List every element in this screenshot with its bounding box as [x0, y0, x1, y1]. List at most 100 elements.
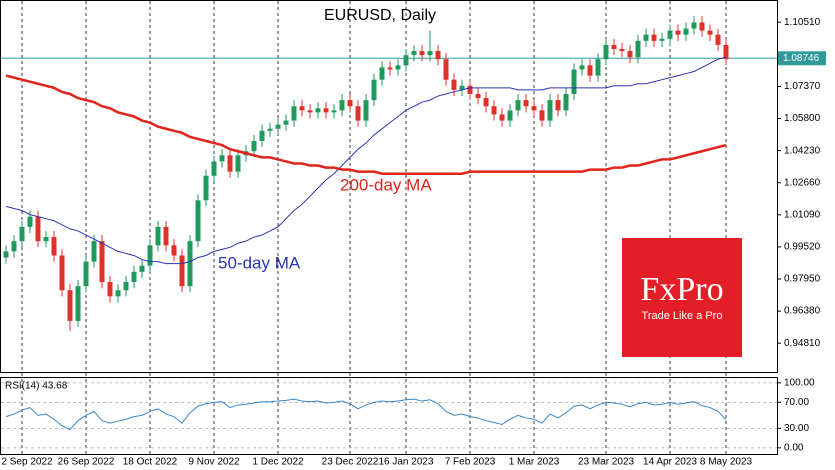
- rsi-line: [5, 398, 727, 431]
- candle-body: [595, 59, 601, 76]
- candle-body: [387, 67, 393, 70]
- y-tick-label: 1.07370: [784, 81, 821, 92]
- candle-body: [427, 51, 433, 56]
- x-tick-label: 23 Mar 2023: [578, 457, 635, 468]
- price-panel: [0, 0, 778, 373]
- candle-body: [67, 290, 73, 321]
- candle-body: [403, 55, 409, 66]
- x-tick-label: 9 Nov 2022: [188, 457, 240, 468]
- series-label: 50-day MA: [218, 253, 301, 272]
- candle-body: [651, 34, 657, 41]
- moving-average: [5, 56, 727, 265]
- candle-body: [491, 106, 497, 115]
- candle-body: [187, 241, 193, 287]
- candle-body: [371, 79, 377, 101]
- candle-body: [211, 161, 217, 176]
- y-tick-label: 1.02660: [784, 177, 821, 188]
- candle-body: [483, 98, 489, 107]
- candle-body: [411, 51, 417, 56]
- candle-body: [51, 237, 57, 256]
- candle-body: [267, 128, 273, 131]
- candle-body: [715, 34, 721, 45]
- candle-body: [339, 100, 345, 111]
- candle-body: [683, 28, 689, 35]
- candle-body: [203, 175, 209, 201]
- candle-body: [523, 100, 529, 107]
- candle-body: [571, 69, 577, 94]
- candle-body: [563, 93, 569, 111]
- candle-body: [355, 106, 361, 121]
- candle-body: [619, 49, 625, 52]
- candle-body: [299, 106, 305, 111]
- y-tick-label: 0.97950: [784, 274, 821, 285]
- candle-body: [19, 226, 25, 242]
- candle-body: [59, 255, 65, 291]
- candle-body: [315, 108, 321, 113]
- y-tick-label: 1.04230: [784, 145, 821, 156]
- x-tick-label: 18 Oct 2022: [123, 457, 178, 468]
- moving-average: [5, 74, 727, 175]
- price-label: 1.08746: [783, 53, 820, 64]
- candle-body: [459, 85, 465, 90]
- rsi-tick-label: 70.00: [784, 397, 809, 408]
- candle-body: [131, 271, 137, 283]
- brand-box: [622, 238, 742, 357]
- x-tick-label: 8 May 2023: [700, 457, 753, 468]
- candle-body: [323, 108, 329, 113]
- candle-body: [435, 51, 441, 60]
- candle-body: [347, 100, 353, 107]
- candle-body: [659, 38, 665, 41]
- candle-body: [99, 241, 105, 283]
- x-tick-label: 23 Dec 2022: [322, 457, 379, 468]
- candle-body: [35, 216, 41, 242]
- candle-body: [515, 100, 521, 111]
- candle-body: [379, 67, 385, 80]
- candle-body: [227, 155, 233, 172]
- rsi-tick-label: 100.00: [784, 377, 815, 388]
- candle-body: [451, 79, 457, 90]
- candle-body: [163, 226, 169, 246]
- candle-body: [499, 114, 505, 121]
- candle-body: [283, 120, 289, 125]
- candle-body: [251, 141, 257, 152]
- candle-body: [115, 290, 121, 297]
- candle-body: [611, 44, 617, 50]
- series-label: 200-day MA: [340, 175, 432, 194]
- y-tick-label: 1.10510: [784, 17, 821, 28]
- candle-body: [627, 51, 633, 58]
- candle-body: [291, 106, 297, 121]
- y-tick-label: 0.96380: [784, 306, 821, 317]
- x-tick-label: 2 Sep 2022: [1, 457, 53, 468]
- candle-body: [555, 100, 561, 111]
- candle-body: [395, 65, 401, 70]
- candle-body: [723, 44, 729, 60]
- candle-body: [219, 155, 225, 162]
- candle-body: [547, 100, 553, 121]
- candle-body: [707, 30, 713, 35]
- y-tick-label: 0.94810: [784, 338, 821, 349]
- candle-body: [275, 124, 281, 129]
- x-tick-label: 1 Mar 2023: [509, 457, 560, 468]
- y-tick-label: 0.99520: [784, 242, 821, 253]
- rsi-tick-label: 0.00: [784, 442, 804, 453]
- x-tick-label: 26 Sep 2022: [58, 457, 115, 468]
- candle-body: [43, 237, 49, 242]
- x-tick-label: 16 Jan 2023: [378, 457, 433, 468]
- candle-body: [635, 40, 641, 58]
- candle-body: [107, 282, 113, 297]
- chart-title: EURUSD, Daily: [324, 7, 436, 24]
- candle-body: [179, 255, 185, 287]
- candle-body: [27, 216, 33, 227]
- candle-body: [171, 245, 177, 256]
- candle-body: [307, 110, 313, 113]
- candle-body: [539, 110, 545, 121]
- candle-body: [507, 110, 513, 121]
- brand-tagline: Trade Like a Pro: [642, 310, 723, 322]
- candle-body: [195, 200, 201, 242]
- candle-body: [91, 241, 97, 262]
- candle-body: [667, 30, 673, 39]
- candle-body: [691, 22, 697, 29]
- price-label-box: [778, 51, 826, 66]
- brand-name: FxPro: [640, 271, 723, 308]
